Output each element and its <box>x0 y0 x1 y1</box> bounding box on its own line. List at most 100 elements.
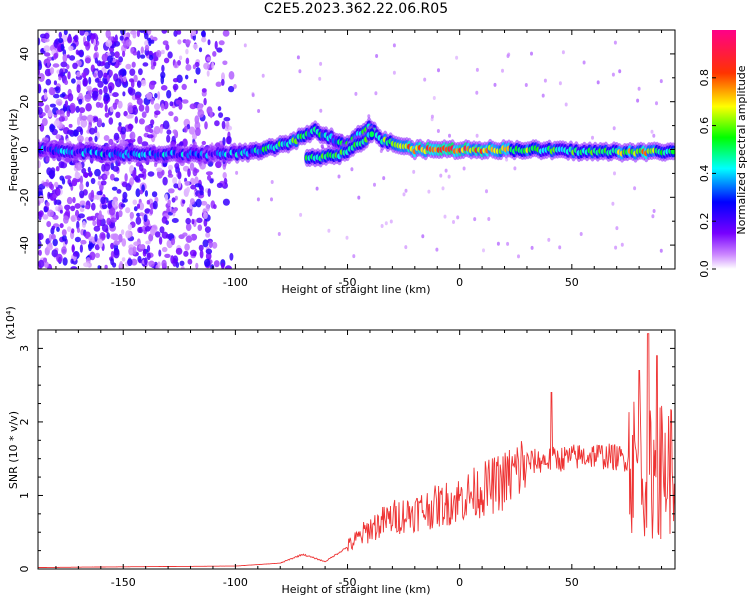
spectrogram-noise-dot <box>79 30 85 36</box>
spectrogram-noise-dot <box>68 123 73 128</box>
spectrogram-noise-dot <box>513 166 517 171</box>
spectrogram-noise-dot <box>167 199 171 206</box>
spectrogram-noise-dot <box>38 101 44 107</box>
spectrogram-noise-dot <box>412 169 416 174</box>
spectrogram-noise-dot <box>144 257 148 266</box>
spectrogram-noise-dot <box>129 131 136 140</box>
spectrogram-noise-dot <box>233 84 237 89</box>
spectrogram-noise-dot <box>184 180 190 187</box>
spectrogram-noise-dot <box>204 258 211 267</box>
chart-title: C2E5.2023.362.22.06.R05 <box>263 1 449 17</box>
spectrogram-noise-dot <box>167 51 173 59</box>
spectrogram-noise-dot <box>170 238 176 246</box>
spectrogram-noise-dot <box>139 189 144 195</box>
spectrogram-noise-dot <box>38 59 42 67</box>
spectrogram-noise-dot <box>192 64 196 70</box>
spectrogram-noise-dot <box>84 204 90 210</box>
spectrogram-noise-dot <box>138 118 145 125</box>
spectrogram-noise-dot <box>45 157 50 163</box>
spectrogram-noise-dot <box>56 226 60 232</box>
spectrogram-noise-dot <box>382 176 386 181</box>
spectrogram-noise-dot <box>162 120 170 130</box>
spectrogram-noise-dot <box>189 198 195 205</box>
spectrogram-noise-dot <box>60 43 65 51</box>
spectrogram-noise-dot <box>261 73 265 78</box>
spectrogram-noise-dot <box>221 262 225 269</box>
spectrogram-noise-dot <box>127 224 132 231</box>
spectrogram-noise-dot <box>49 124 56 131</box>
spectrogram-noise-dot <box>90 34 94 44</box>
spectrogram-noise-dot <box>77 116 81 126</box>
spectrogram-noise-dot <box>97 80 104 88</box>
spectrogram-noise-dot <box>160 103 165 111</box>
spectrogram-noise-dot <box>633 186 637 191</box>
spectrogram-noise-dot <box>543 78 547 83</box>
spectrogram-noise-dot <box>101 224 109 233</box>
spectrogram-noise-dot <box>109 69 113 77</box>
spectrogram-noise-dot <box>506 241 510 246</box>
spectrogram-noise-dot <box>48 233 53 242</box>
snr-frame <box>37 329 676 570</box>
spectrogram-noise-dot <box>611 201 615 206</box>
spectrogram-noise-dot <box>127 86 133 95</box>
spectrogram-noise-dot <box>148 81 155 90</box>
spectrogram-noise-dot <box>191 218 195 225</box>
snr-y-scale-label: (x10⁴) <box>4 306 17 340</box>
spectrogram-noise-dot <box>200 30 206 37</box>
spectrogram-noise-dot <box>373 182 376 187</box>
spectrogram-noise-dot <box>114 51 120 59</box>
spectrogram-noise-dot <box>184 243 190 251</box>
spectrogram-noise-dot <box>185 235 193 243</box>
spectrogram-noise-dot <box>189 103 197 110</box>
spectrogram-noise-dot <box>161 49 165 55</box>
spectrogram-noise-dot <box>89 251 96 261</box>
spectrogram-noise-dot <box>115 111 121 119</box>
spectrogram-noise-dot <box>172 177 178 185</box>
spectrogram-noise-dot <box>63 30 68 36</box>
spectrogram-noise-dot <box>354 91 358 96</box>
spectrogram-noise-dot <box>256 197 260 202</box>
spectrogram-noise-dot <box>59 175 65 181</box>
spectrogram-noise-dot <box>89 127 96 135</box>
spectrogram-noise-dot <box>46 59 51 67</box>
colorbar-tick-label: 0.4 <box>698 165 711 183</box>
spectrogram-noise-dot <box>154 103 161 111</box>
spectrogram-noise-dot <box>148 260 155 268</box>
spectrogram-noise-dot <box>142 171 147 180</box>
spectrogram-noise-dot <box>199 249 204 259</box>
spectrogram-noise-dot <box>216 182 223 188</box>
spectrogram-noise-dot <box>161 216 168 224</box>
spectrogram-noise-dot <box>63 215 69 224</box>
spectrogram-noise-dot <box>44 32 50 40</box>
spectrogram-noise-dot <box>221 120 226 130</box>
spectrogram-noise-dot <box>222 30 230 37</box>
spectrogram-noise-dot <box>79 175 83 185</box>
spectrogram-noise-dot <box>122 91 126 97</box>
spectrogram-noise-dot <box>430 114 434 119</box>
spectrogram-noise-dot <box>350 167 354 172</box>
spectrogram-noise-dot <box>82 79 88 87</box>
spectrogram-noise-dot <box>175 247 183 255</box>
spectrogram-noise-dot <box>59 223 64 229</box>
spectrogram-noise-dot <box>185 223 192 232</box>
spectrogram-noise-dot <box>224 265 232 269</box>
spectrogram-noise-dot <box>55 134 62 140</box>
spectrogram-noise-dot <box>154 110 161 116</box>
spectrogram-noise-dot <box>55 109 63 115</box>
spectrogram-noise-dot <box>92 92 98 101</box>
spectrogram-noise-dot <box>129 177 135 186</box>
spectrogram-noise-dot <box>139 164 144 172</box>
spectrogram-noise-dot <box>64 100 68 108</box>
spectrogram-noise-dot <box>145 240 151 245</box>
spectrogram-noise-dot <box>147 171 155 177</box>
spectrogram-noise-dot <box>139 212 144 217</box>
spectrogram-noise-dot <box>52 63 60 68</box>
spectrogram-noise-dot <box>48 181 53 189</box>
spectrogram-noise-dot <box>337 174 341 179</box>
spectrogram-x-ticks: -150 -100 -50 0 50 <box>55 30 663 289</box>
spectrogram-noise-dot <box>144 190 148 197</box>
spectrogram-noise-dot <box>103 72 108 78</box>
spectrogram-noise-dot <box>81 167 87 174</box>
spectrogram-noise-dot <box>186 186 191 194</box>
spectrogram-noise-dot <box>84 31 89 37</box>
